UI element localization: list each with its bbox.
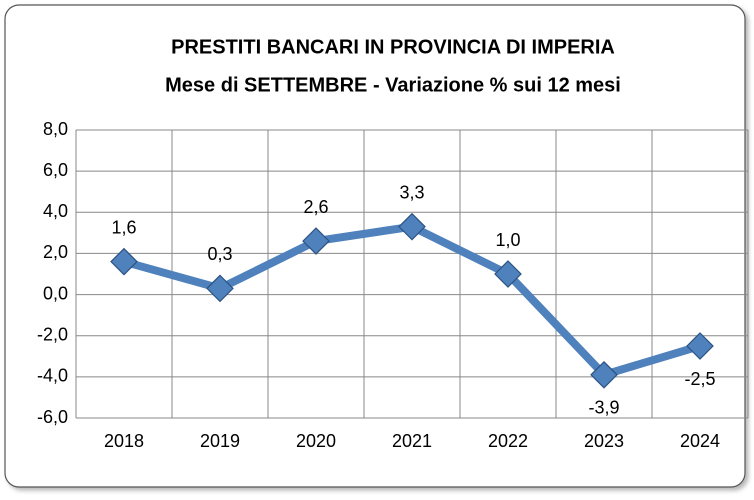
- x-tick-label: 2019: [200, 431, 240, 451]
- data-label: 3,3: [399, 182, 424, 202]
- y-tick-label: -2,0: [37, 324, 68, 344]
- marker: [302, 227, 330, 255]
- x-tick-label: 2024: [680, 431, 720, 451]
- chart-subtitle: Mese di SETTEMBRE - Variazione % sui 12 …: [165, 74, 621, 96]
- marker: [110, 247, 138, 276]
- chart-frame: [4, 4, 746, 488]
- x-tick-label: 2021: [392, 431, 432, 451]
- data-label: -3,9: [588, 398, 619, 418]
- y-tick-label: 8,0: [43, 119, 68, 139]
- x-tick-label: 2023: [584, 431, 624, 451]
- data-label: 1,6: [111, 217, 136, 237]
- marker: [494, 260, 522, 288]
- y-tick-label: 2,0: [43, 242, 68, 262]
- data-label: -2,5: [684, 369, 715, 389]
- marker: [590, 360, 618, 389]
- data-label: 0,3: [207, 244, 232, 264]
- marker: [206, 274, 234, 303]
- y-tick-label: -6,0: [37, 407, 68, 427]
- marker: [686, 332, 714, 360]
- y-tick-label: 4,0: [43, 201, 68, 221]
- data-label: 1,0: [495, 230, 520, 250]
- x-tick-label: 2018: [104, 431, 144, 451]
- x-tick-label: 2022: [488, 431, 528, 451]
- chart-title: PRESTITI BANCARI IN PROVINCIA DI IMPERIA: [171, 36, 615, 58]
- y-tick-label: 0,0: [43, 283, 68, 303]
- x-tick-label: 2020: [296, 431, 336, 451]
- data-label: 2,6: [303, 197, 328, 217]
- y-tick-label: -4,0: [37, 366, 68, 386]
- marker: [398, 212, 426, 241]
- y-tick-label: 6,0: [43, 160, 68, 180]
